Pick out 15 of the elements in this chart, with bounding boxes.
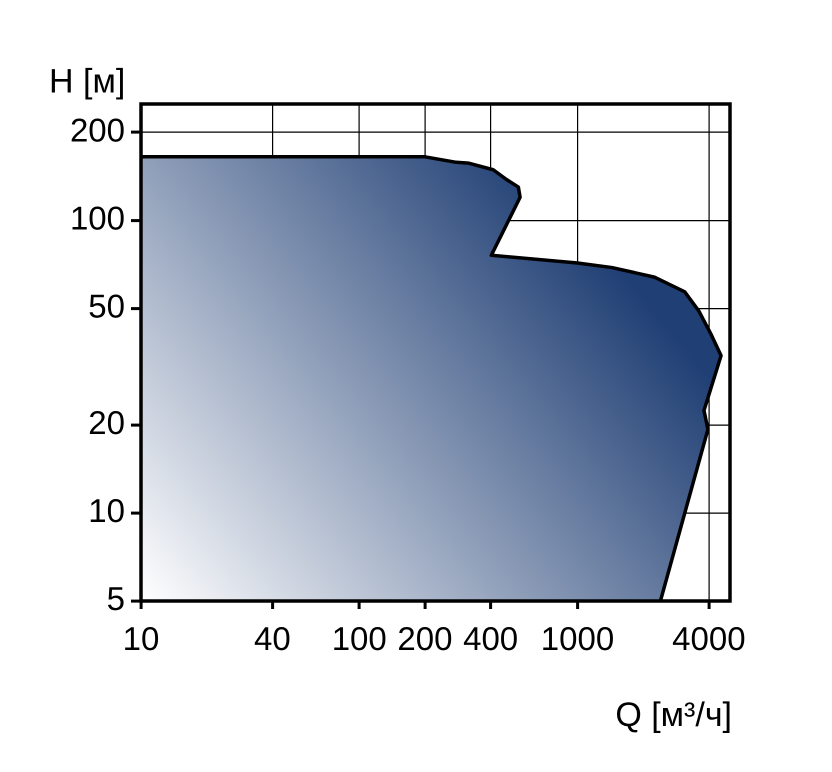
y-tick-label: 100 [70, 200, 125, 237]
y-tick-label: 200 [70, 111, 125, 148]
y-tick-label: 5 [106, 580, 125, 618]
x-tick-label: 1000 [540, 620, 614, 657]
x-axis-title: Q [м³/ч] [615, 696, 732, 734]
x-tick-label: 400 [463, 620, 518, 657]
y-tick-label: 10 [88, 492, 125, 530]
x-tick-label: 40 [254, 620, 291, 657]
y-axis-title: H [м] [49, 62, 126, 100]
x-tick-label: 10 [122, 620, 160, 657]
y-tick-label: 50 [88, 288, 125, 325]
x-tick-label: 200 [397, 620, 452, 657]
x-tick-label: 4000 [672, 620, 746, 657]
y-tick-label: 20 [88, 404, 125, 441]
x-tick-label: 100 [332, 620, 387, 657]
